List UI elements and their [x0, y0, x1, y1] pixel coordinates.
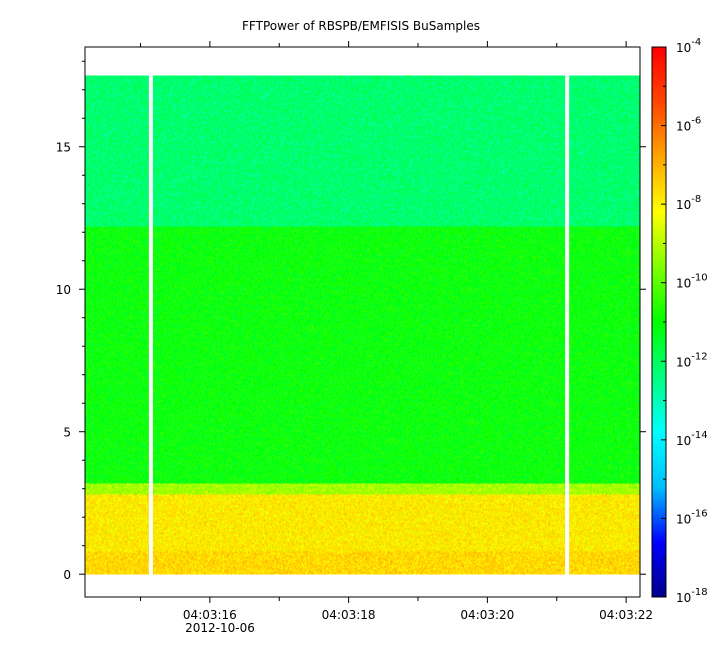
chart-title: FFTPower of RBSPB/EMFISIS BuSamples [242, 19, 480, 33]
plot-frame [84, 46, 641, 598]
y-tick-label: 0 [63, 568, 71, 582]
colorbar-tick-label: 10-12 [676, 351, 708, 369]
x-tick-label: 04:03:18 [322, 608, 376, 622]
y-tick-label: 5 [63, 426, 71, 440]
colorbar-tick-label: 10-16 [676, 508, 708, 526]
colorbar-tick-label: 10-14 [676, 430, 708, 448]
x-axis-date-label: 2012-10-06 [185, 621, 255, 635]
colorbar-tick-label: 10-4 [676, 37, 701, 55]
colorbar-tick-label: 10-18 [676, 587, 708, 605]
x-tick-label: 04:03:20 [460, 608, 514, 622]
x-tick-label: 04:03:22 [599, 608, 653, 622]
data-gap [565, 75, 570, 575]
colorbar-ticks: 10-4 10-6 10-8 10-10 10-12 10-14 10-16 10-18 [661, 37, 708, 605]
data-gap [148, 75, 153, 575]
colorbar: 10-4 10-6 10-8 10-10 10-12 10-14 10-16 10-18 [651, 37, 708, 605]
spectrogram-heatmap [85, 75, 640, 575]
x-tick-label: 04:03:16 [183, 608, 237, 622]
colorbar-tick-label: 10-8 [676, 194, 701, 212]
y-tick-label: 15 [56, 141, 71, 155]
y-axis-ticks: 0 5 10 15 [56, 60, 646, 582]
x-axis-ticks: 04:03:16 04:03:18 04:03:20 04:03:22 [140, 41, 653, 622]
y-tick-label: 10 [56, 283, 71, 297]
data-gaps [148, 75, 570, 575]
colorbar-tick-label: 10-10 [676, 273, 708, 291]
colorbar-tick-label: 10-6 [676, 116, 701, 134]
